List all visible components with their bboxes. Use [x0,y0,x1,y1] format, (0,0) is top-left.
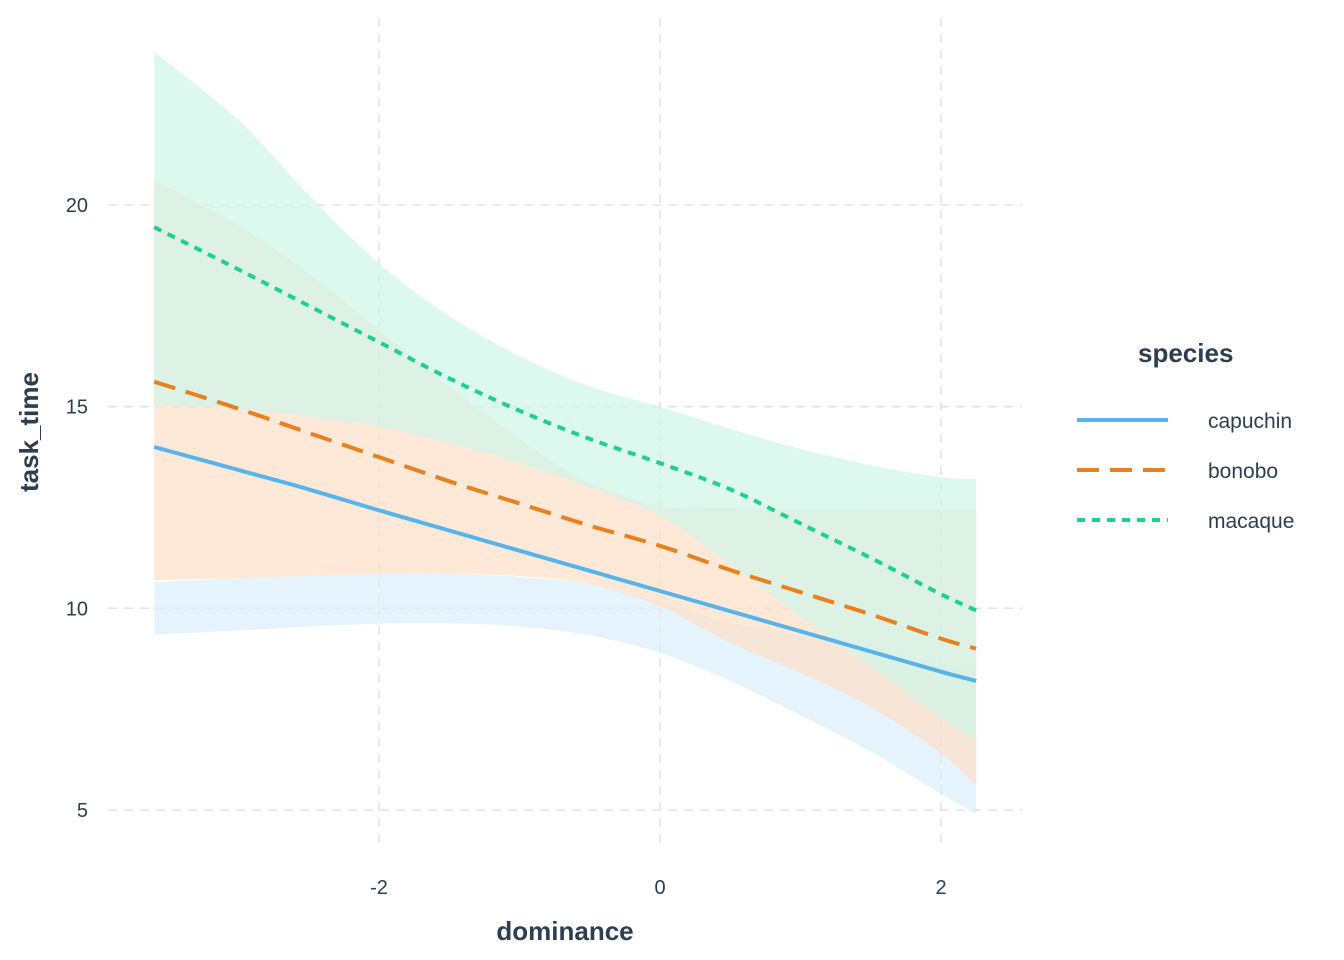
legend: species capuchin bonobo macaque [1077,338,1294,533]
x-tick-label: 0 [654,877,665,899]
confidence-bands [154,51,977,814]
line-macaque [153,225,977,613]
x-tick-label: 2 [935,877,946,899]
legend-label-capuchin: capuchin [1208,410,1292,433]
legend-label-bonobo: bonobo [1208,460,1278,483]
y-axis-title: task_time [14,372,44,492]
y-tick-label: 15 [66,397,88,419]
x-axis-title: dominance [496,916,633,946]
fit-lines [153,225,977,683]
legend-label-macaque: macaque [1208,510,1294,533]
x-tick-label: -2 [370,877,388,899]
y-tick-label: 20 [66,195,88,217]
band-macaque [154,51,977,740]
tick-labels: -2 0 2 5 10 15 20 [66,195,947,899]
line-capuchin [153,445,977,683]
legend-title: species [1138,338,1233,368]
y-tick-label: 5 [77,800,88,822]
y-tick-label: 10 [66,598,88,620]
